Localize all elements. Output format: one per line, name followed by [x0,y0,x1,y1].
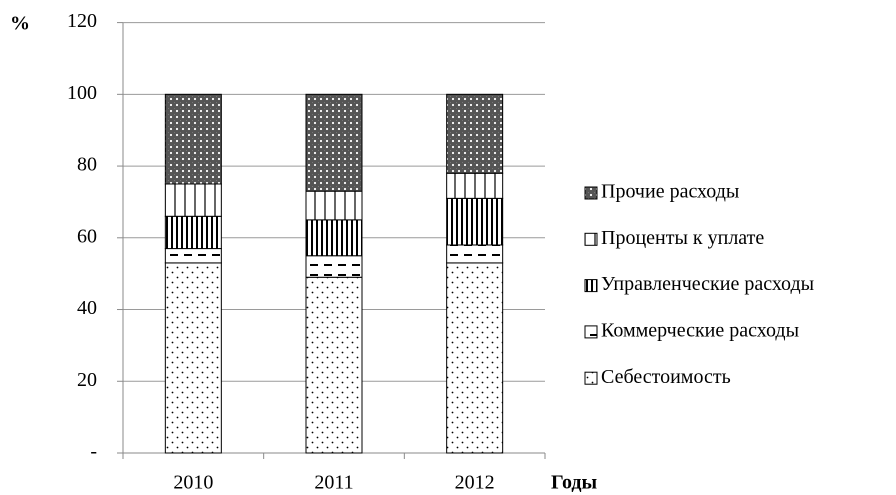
legend-label: Проценты к уплате [601,227,764,249]
bar-segment [446,172,504,199]
bar-segment [305,255,363,278]
bar-segment [164,248,222,264]
bar-segment [164,215,222,250]
legend-swatch [584,325,598,339]
y-axis-label: % [10,13,30,35]
x-axis-label: Годы [551,472,598,494]
bar-segment [446,262,504,454]
y-tick-label: 20 [77,369,97,391]
bar-segment [305,219,363,257]
legend-swatch [584,186,598,200]
y-tick-label: 60 [77,225,97,247]
y-tick-label: 40 [77,297,97,319]
bar-segment [446,93,504,174]
bar-segment [164,262,222,454]
legend-swatch [584,371,598,385]
bar-segment [164,183,222,217]
legend-swatch [584,232,598,246]
x-tick-label: 2012 [455,472,495,494]
bar-segment [305,190,363,221]
y-tick-label: 80 [77,154,97,176]
legend-swatch [584,279,598,293]
bar-segment [305,93,363,192]
y-tick-label: - [90,441,97,463]
legend-label: Себестоимость [601,366,731,388]
legend-label: Прочие расходы [601,181,739,203]
bar-segment [446,244,504,264]
legend-label: Коммерческие расходы [601,319,799,341]
bar-segment [305,276,363,454]
bar-segment [446,197,504,246]
bar-segment [164,93,222,185]
y-tick-label: 100 [67,82,97,104]
y-tick-label: 120 [67,10,97,32]
x-tick-label: 2011 [314,472,353,494]
legend-label: Управленческие расходы [601,273,814,295]
x-tick-label: 2010 [173,472,213,494]
